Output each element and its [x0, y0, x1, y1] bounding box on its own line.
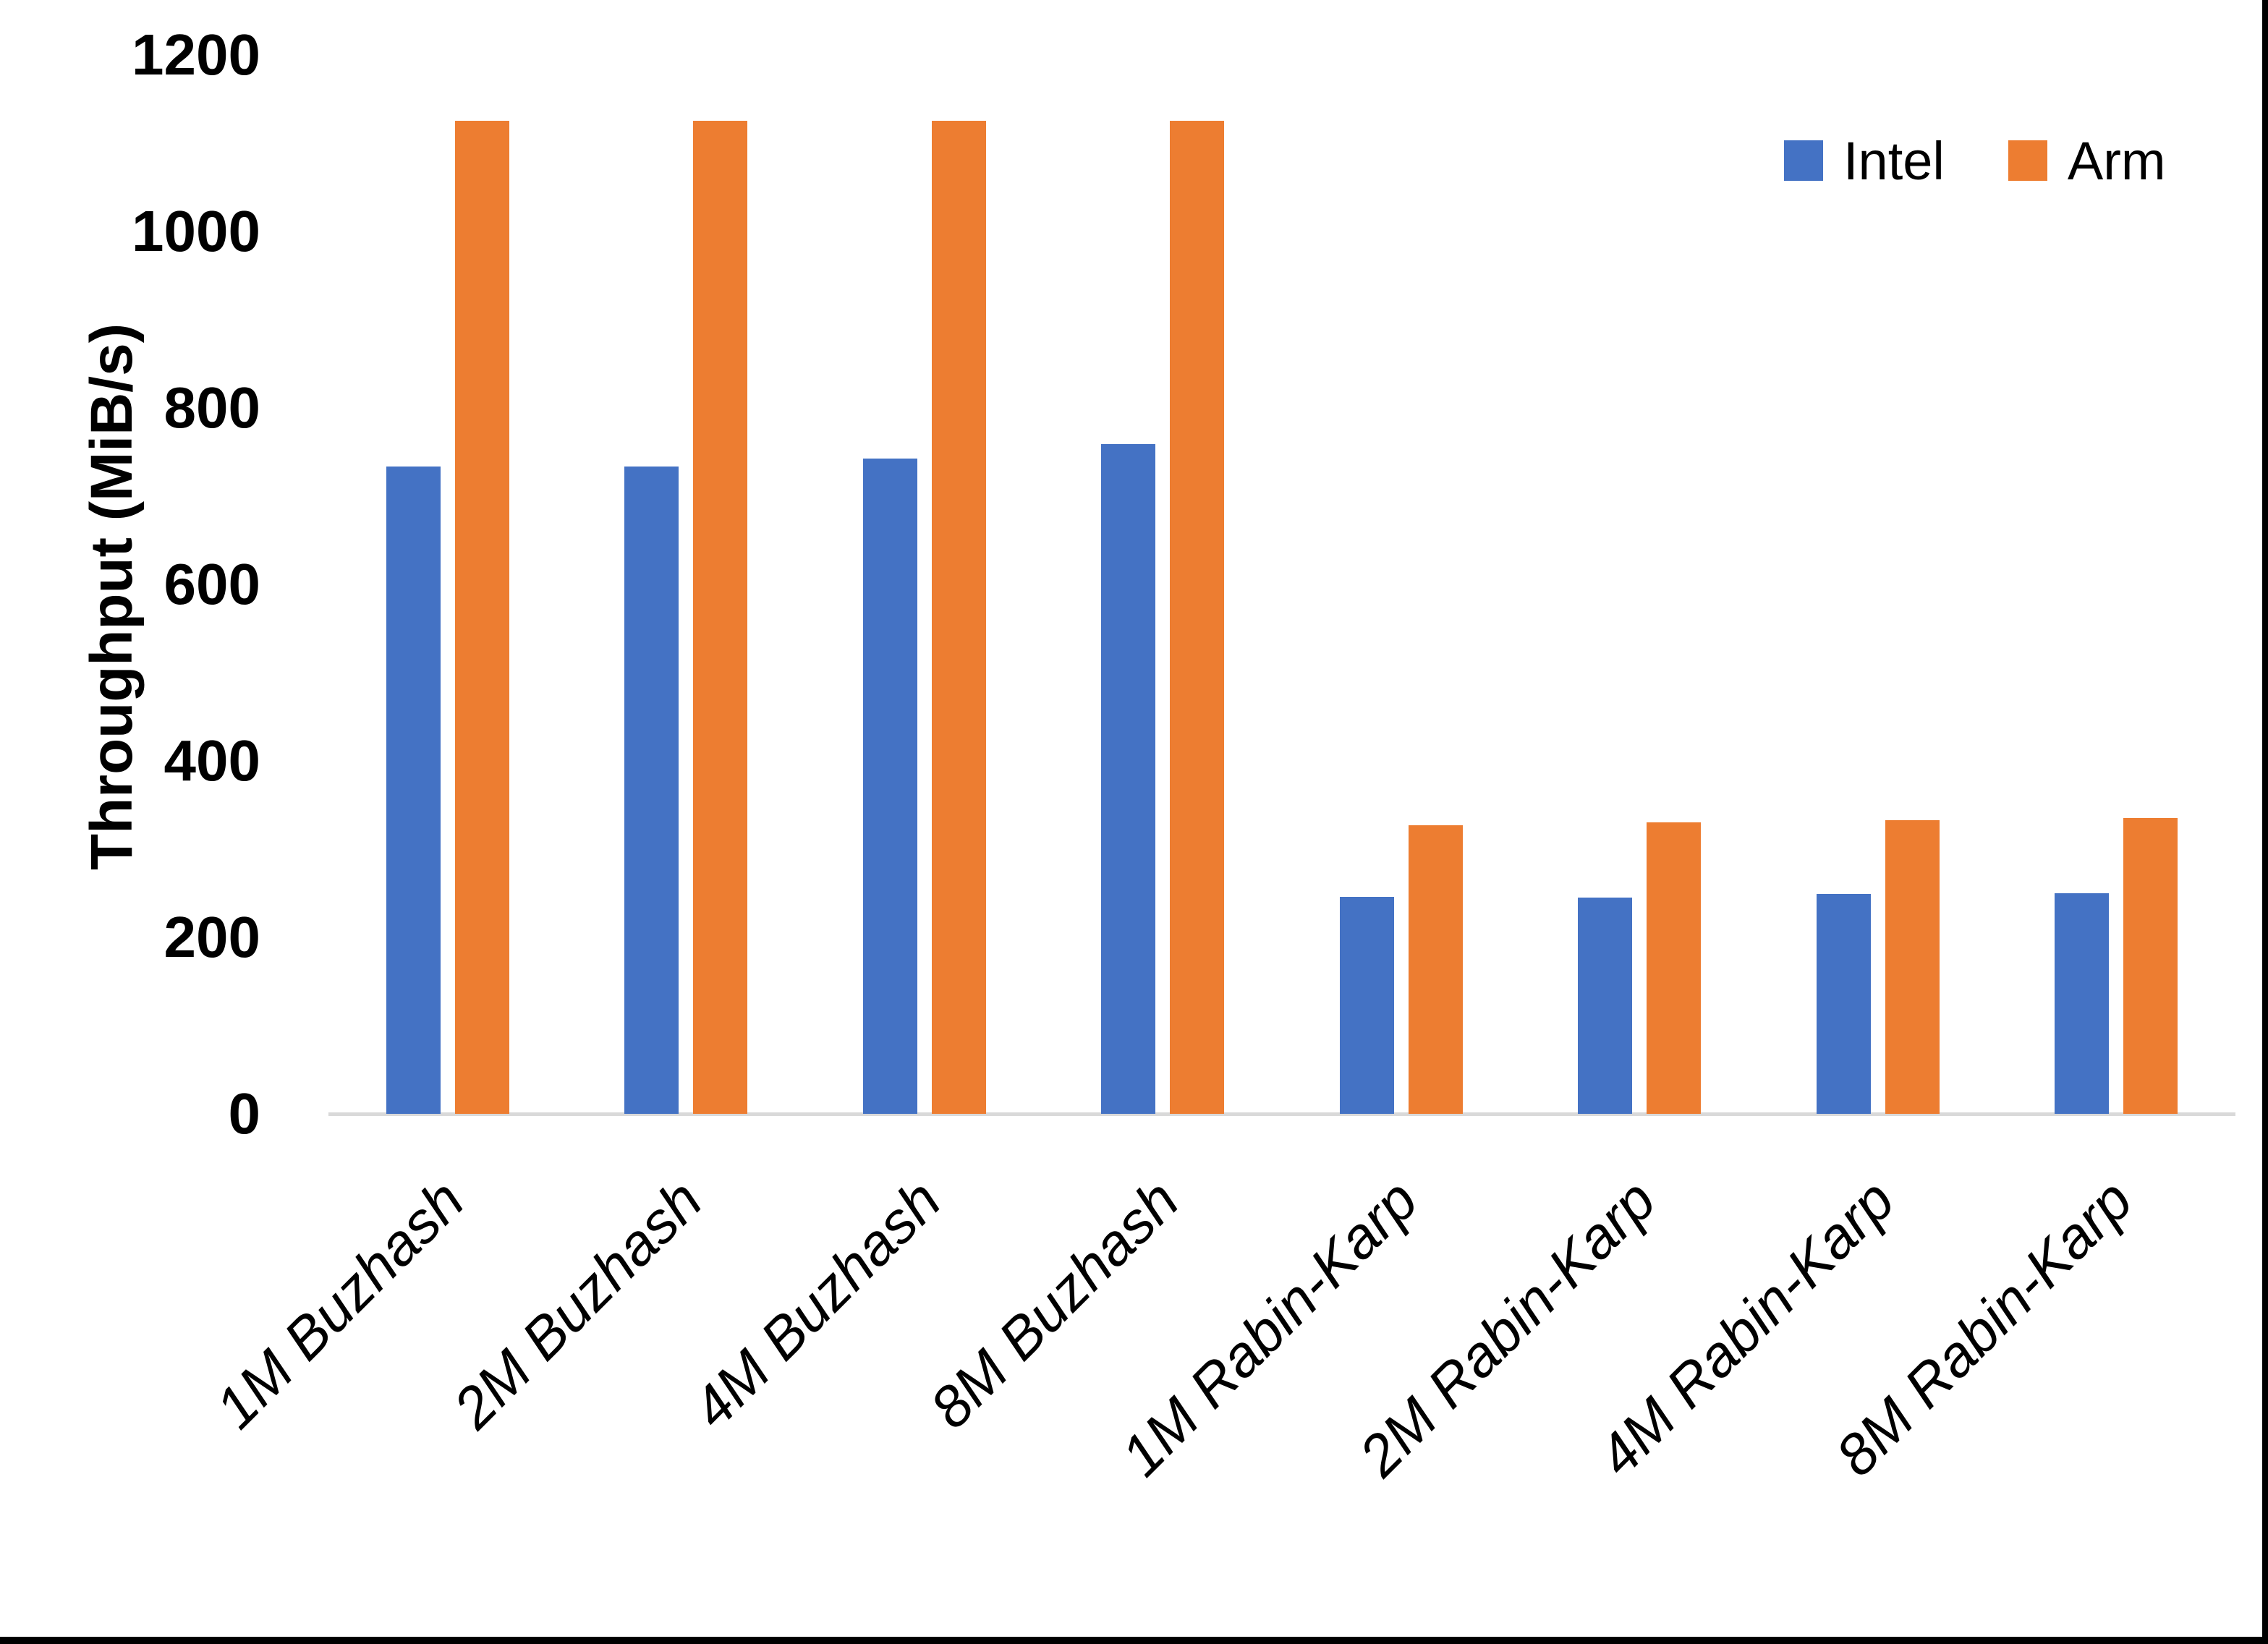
bar-intel-2m-buzhash	[624, 467, 679, 1114]
bar-intel-1m-buzhash	[386, 467, 441, 1114]
bar-intel-4m-buzhash	[862, 459, 917, 1114]
y-tick-label-0: 0	[228, 1081, 261, 1146]
legend-label-arm: Arm	[2067, 130, 2166, 191]
window-edge-bottom	[0, 1637, 2268, 1644]
bar-arm-2m-rabin-karp	[1647, 822, 1702, 1114]
legend: Intel Arm	[1784, 129, 2166, 192]
legend-item-arm: Arm	[2008, 130, 2166, 192]
bar-intel-2m-rabin-karp	[1578, 898, 1633, 1114]
bar-arm-1m-buzhash	[454, 121, 509, 1114]
y-tick-label-600: 600	[163, 552, 260, 616]
bar-arm-8m-buzhash	[1170, 121, 1225, 1114]
legend-label-intel: Intel	[1843, 130, 1945, 191]
bar-arm-4m-rabin-karp	[1885, 820, 1940, 1114]
bar-arm-1m-rabin-karp	[1408, 825, 1463, 1114]
y-tick-label-1000: 1000	[132, 199, 260, 263]
bar-intel-4m-rabin-karp	[1816, 894, 1871, 1114]
y-tick-label-200: 200	[163, 905, 260, 969]
bar-arm-4m-buzhash	[931, 121, 986, 1114]
x-axis-line	[328, 1112, 2235, 1116]
bar-intel-1m-rabin-karp	[1339, 897, 1394, 1114]
y-tick-label-400: 400	[163, 728, 260, 793]
legend-marker-intel	[1784, 140, 1823, 181]
y-tick-label-1200: 1200	[132, 22, 260, 87]
legend-item-intel: Intel	[1784, 130, 1945, 192]
bar-intel-8m-buzhash	[1101, 444, 1156, 1114]
bar-arm-8m-rabin-karp	[2123, 818, 2178, 1114]
bar-arm-2m-buzhash	[693, 121, 748, 1114]
window-edge-right	[2262, 0, 2268, 1644]
legend-marker-arm	[2008, 140, 2047, 181]
y-tick-label-800: 800	[163, 375, 260, 440]
bar-intel-8m-rabin-karp	[2055, 893, 2110, 1114]
